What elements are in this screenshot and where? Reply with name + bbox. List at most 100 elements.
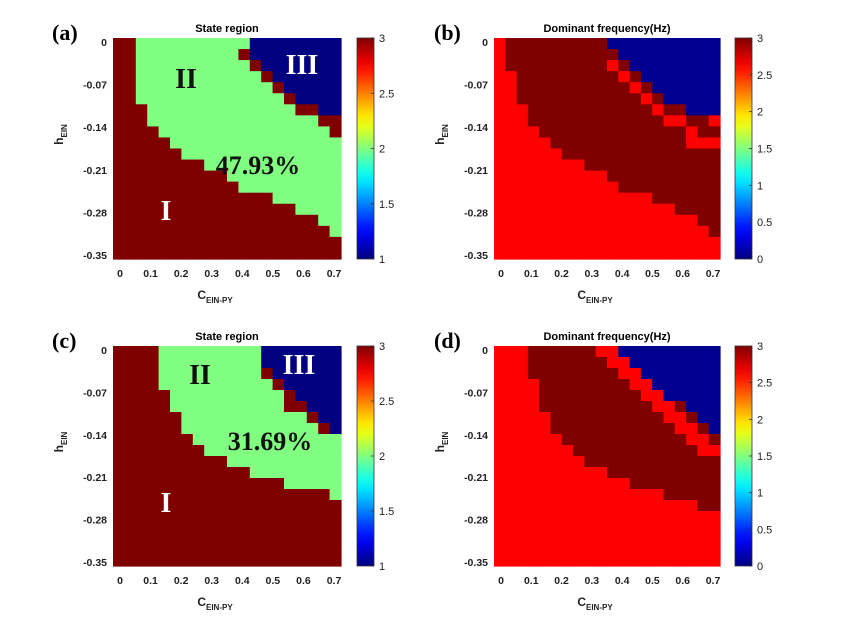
heatmap-cell — [527, 126, 540, 139]
heatmap-cell — [494, 159, 506, 172]
heatmap-cell — [516, 489, 529, 501]
heatmap-cell — [215, 412, 228, 424]
heatmap-cell — [306, 544, 319, 556]
heatmap-cell — [708, 203, 721, 216]
heatmap-cell — [318, 390, 331, 402]
heatmap-cell — [595, 159, 608, 172]
heatmap-cell — [158, 225, 171, 238]
heatmap-cell — [238, 247, 251, 260]
heatmap-cell — [550, 368, 563, 380]
heatmap-cell — [227, 170, 239, 183]
heatmap-cell — [573, 412, 585, 424]
heatmap-cell — [708, 500, 721, 512]
heatmap-cell — [550, 467, 563, 479]
heatmap-cell — [113, 456, 125, 468]
x-tick-label: 0.2 — [554, 575, 569, 587]
heatmap-cell — [561, 434, 574, 446]
heatmap-cell — [561, 192, 574, 205]
x-tick-label: 0.5 — [266, 575, 281, 587]
heatmap-cell — [261, 390, 274, 402]
heatmap-cell — [550, 544, 563, 556]
heatmap-cell — [204, 126, 217, 139]
heatmap-cell — [494, 225, 506, 238]
heatmap-cell — [249, 544, 262, 556]
heatmap-cell — [284, 412, 296, 424]
heatmap-cell — [215, 247, 228, 260]
y-tick-label: -0.35 — [83, 557, 107, 569]
heatmap-cell — [652, 434, 665, 446]
heatmap-cell — [272, 38, 285, 50]
heatmap-cell — [158, 203, 171, 216]
colorbar-tick-label: 0.5 — [757, 524, 772, 536]
heatmap-cell — [318, 71, 331, 83]
x-tick-label: 0.2 — [174, 268, 189, 280]
heatmap-cell — [284, 104, 296, 116]
heatmap-cell — [595, 423, 608, 435]
heatmap-cell — [261, 236, 274, 249]
heatmap-cell — [663, 148, 676, 161]
heatmap-cell — [584, 137, 597, 150]
heatmap-cell — [204, 423, 217, 435]
heatmap-cell — [584, 148, 597, 161]
heatmap-cell — [697, 346, 710, 358]
heatmap-cell — [204, 148, 217, 161]
heatmap-cell — [516, 159, 529, 172]
heatmap-cell — [158, 181, 171, 194]
heatmap-cell — [663, 379, 676, 391]
heatmap-cell — [629, 423, 642, 435]
heatmap-cell — [181, 346, 194, 358]
heatmap-cell — [652, 467, 665, 479]
heatmap-cell — [708, 544, 721, 556]
colorbar-tick-label: 1 — [757, 180, 763, 192]
heatmap-cell — [640, 423, 653, 435]
heatmap-cell — [170, 533, 182, 545]
heatmap-cell — [204, 170, 217, 183]
heatmap-cell — [697, 104, 710, 116]
heatmap-cell — [238, 60, 251, 72]
heatmap-cell — [584, 555, 597, 567]
heatmap-cell — [708, 71, 721, 83]
heatmap-cell — [629, 159, 642, 172]
heatmap-cell — [516, 533, 529, 545]
heatmap-cell — [674, 203, 687, 216]
heatmap-cell — [607, 203, 619, 216]
heatmap-cell — [584, 247, 597, 260]
colorbar-tick-label: 1.5 — [757, 451, 772, 463]
heatmap-cell — [306, 346, 319, 358]
heatmap-cell — [238, 236, 251, 249]
heatmap-cell — [249, 170, 262, 183]
heatmap-cell — [494, 104, 506, 116]
heatmap-cell — [595, 104, 608, 116]
heatmap-cell — [505, 159, 518, 172]
heatmap-cell — [595, 170, 608, 183]
heatmap-cell — [124, 533, 137, 545]
heatmap-cell — [607, 456, 619, 468]
heatmap-cell — [238, 500, 251, 512]
heatmap-cell — [204, 390, 217, 402]
heatmap-cell — [284, 38, 296, 50]
heatmap-cell — [516, 71, 529, 83]
heatmap-cell — [170, 423, 182, 435]
heatmap-cell — [135, 434, 148, 446]
heatmap-cell — [113, 126, 125, 139]
heatmap-cell — [249, 115, 262, 127]
heatmap-cell — [295, 489, 308, 501]
heatmap-cell — [527, 60, 540, 72]
x-tick-label: 0.1 — [524, 268, 539, 280]
heatmap-cell — [539, 247, 552, 260]
heatmap-cell — [113, 390, 125, 402]
heatmap-cell — [573, 423, 585, 435]
heatmap-cell — [505, 236, 518, 249]
heatmap-cell — [124, 412, 137, 424]
heatmap-cell — [306, 467, 319, 479]
heatmap-cell — [249, 214, 262, 227]
heatmap-cell — [539, 456, 552, 468]
region-label-i: I — [161, 488, 172, 519]
heatmap-cell — [192, 467, 205, 479]
heatmap-cell — [494, 115, 506, 127]
heatmap-cell — [708, 456, 721, 468]
y-axis-label: hEIN — [52, 124, 69, 145]
heatmap-cell — [573, 126, 585, 139]
heatmap-cell — [204, 192, 217, 205]
heatmap-cell — [516, 368, 529, 380]
